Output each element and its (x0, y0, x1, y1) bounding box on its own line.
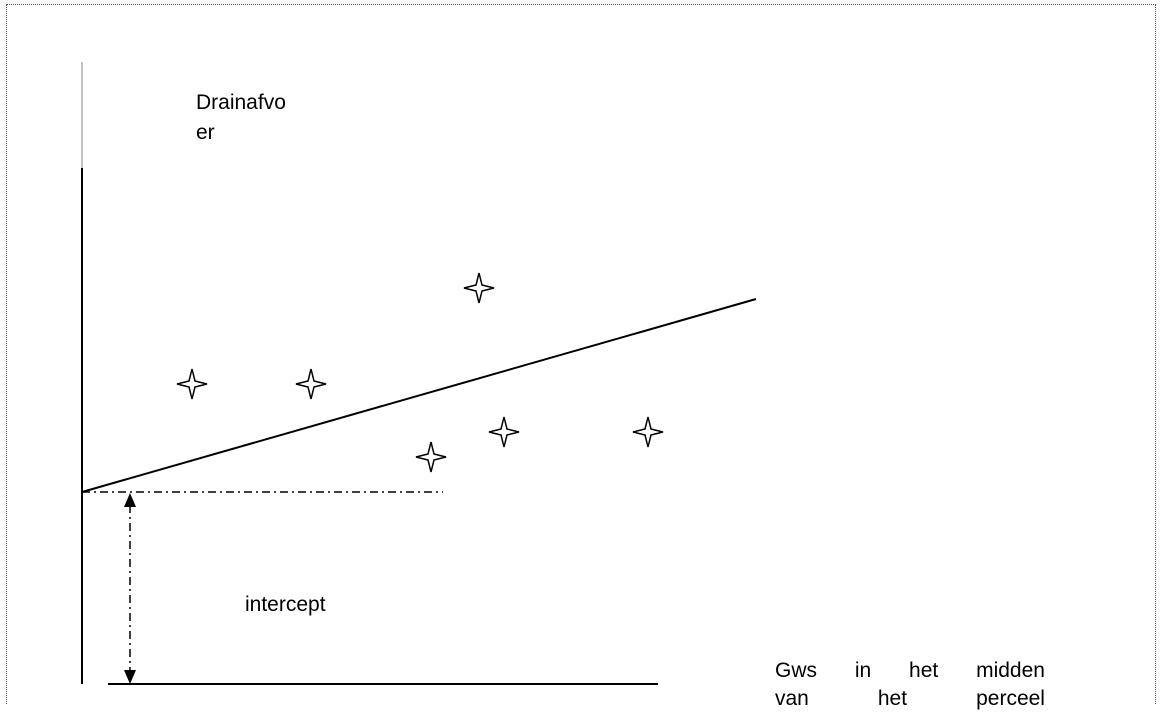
four-point-star-icon (632, 416, 664, 448)
intercept-arrow-head-down (124, 670, 136, 684)
x-axis-label: Gws in het midden van het perceel (775, 657, 1045, 713)
x-axis-label-line-1: Gws in het midden (775, 657, 1045, 685)
x-axis-word: perceel (976, 687, 1045, 710)
y-axis-label: Drainafvo er (196, 88, 286, 148)
x-axis-word: van (775, 687, 809, 710)
intercept-label: intercept (245, 593, 326, 616)
x-axis-word: midden (976, 659, 1045, 682)
four-point-star-icon (488, 416, 520, 448)
intercept-arrow-head-up (124, 493, 136, 507)
x-axis-word: in (854, 659, 872, 682)
x-axis-word: Gws (775, 659, 817, 682)
y-axis-label-line-1: Drainafvo (196, 91, 286, 114)
four-point-star-icon (176, 368, 208, 400)
figure-frame (6, 4, 1156, 704)
regression-line (81, 298, 757, 493)
four-point-star-icon (295, 368, 327, 400)
four-point-star-icon (415, 441, 447, 473)
y-axis-label-line-2: er (196, 121, 215, 144)
x-axis-word: het (877, 687, 908, 710)
x-axis-label-line-2: van het perceel (775, 685, 1045, 713)
x-axis-word: het (909, 659, 939, 682)
four-point-star-icon (463, 272, 495, 304)
